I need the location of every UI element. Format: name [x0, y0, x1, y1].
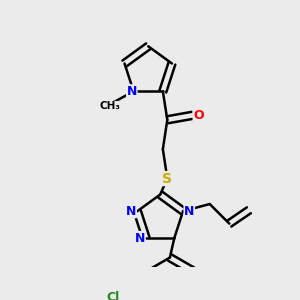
Text: N: N — [184, 205, 194, 218]
Text: S: S — [162, 172, 172, 185]
Text: O: O — [193, 109, 204, 122]
Text: N: N — [127, 85, 137, 98]
Text: CH₃: CH₃ — [100, 101, 121, 112]
Text: Cl: Cl — [106, 291, 120, 300]
Text: N: N — [126, 205, 136, 218]
Text: N: N — [135, 232, 145, 244]
